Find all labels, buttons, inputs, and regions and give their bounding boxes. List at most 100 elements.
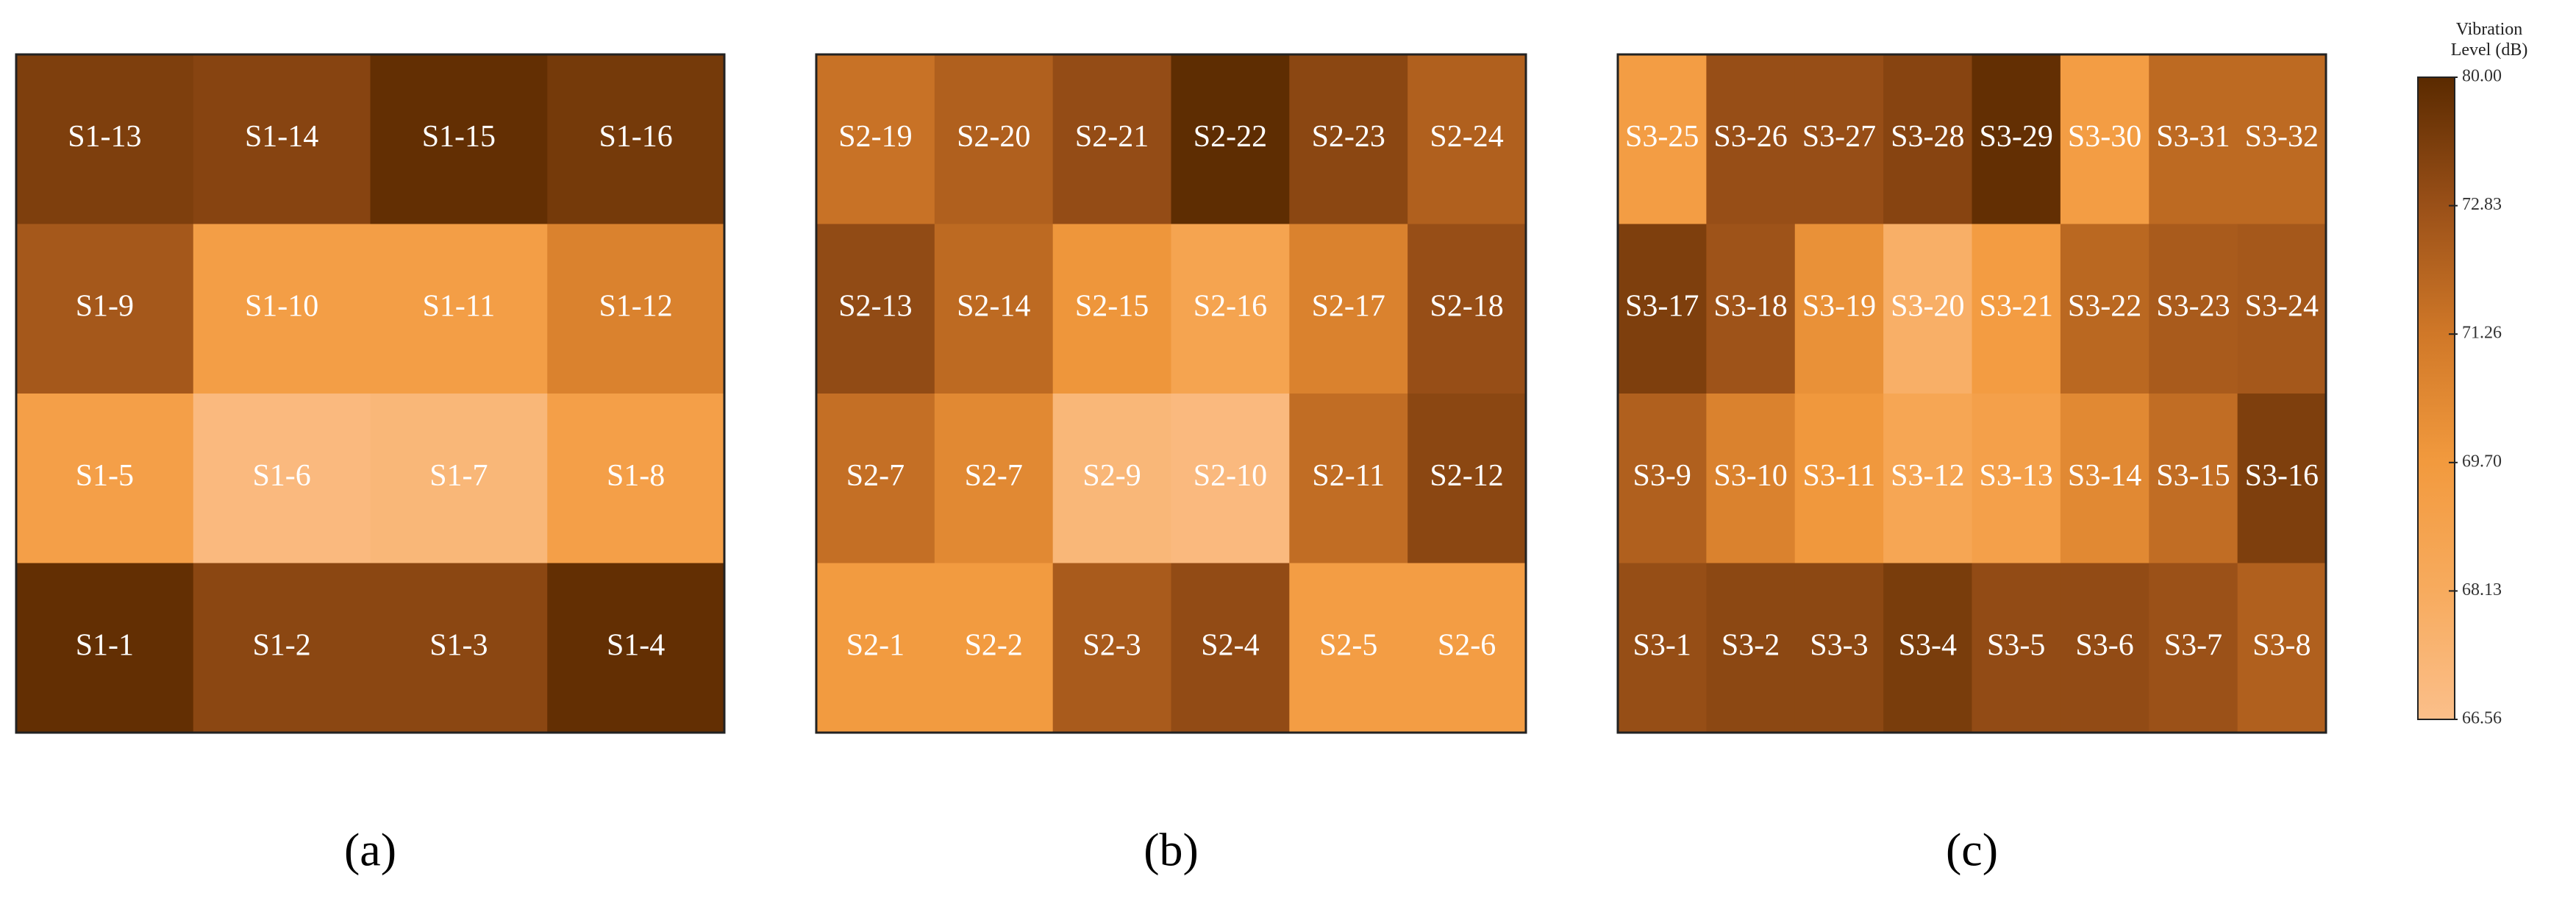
heatmap-cell <box>370 394 548 563</box>
cell-label: S3-24 <box>2245 289 2319 323</box>
cell-label: S3-1 <box>1633 628 1691 662</box>
heatmap-cell <box>1289 563 1408 733</box>
colorbar-tick-label: 66.56 <box>2462 709 2502 728</box>
cell-label: S3-3 <box>1810 628 1868 662</box>
cell-label: S1-11 <box>422 289 495 323</box>
heatmap-cell <box>1407 394 1527 563</box>
cell-label: S2-13 <box>838 289 912 323</box>
cell-label: S2-4 <box>1201 628 1259 662</box>
heatmap-cell <box>2237 394 2327 563</box>
heatmap-cell <box>934 394 1054 563</box>
heatmap-cell <box>1052 563 1171 733</box>
cell-label: S1-16 <box>599 120 672 154</box>
cell-label: S2-10 <box>1194 459 1267 493</box>
cell-label: S2-18 <box>1430 289 1503 323</box>
cell-label: S1-1 <box>76 628 134 662</box>
cell-label: S3-20 <box>1891 289 1964 323</box>
cell-label: S2-21 <box>1075 120 1149 154</box>
cell-label: S2-24 <box>1430 120 1503 154</box>
cell-label: S3-6 <box>2075 628 2133 662</box>
cell-label: S2-7 <box>846 459 905 493</box>
panel-frame <box>15 53 726 734</box>
cell-label: S1-13 <box>68 120 141 154</box>
cell-label: S3-29 <box>1980 120 2053 154</box>
cell-label: S3-7 <box>2164 628 2222 662</box>
heatmap-cell <box>1706 394 1796 563</box>
heatmap-cell <box>2060 394 2149 563</box>
heatmap-cell <box>1289 394 1408 563</box>
heatmap-cell <box>1706 563 1796 733</box>
heatmap-cell <box>934 54 1054 224</box>
heatmap-cell <box>1618 563 1707 733</box>
cell-label: S1-12 <box>599 289 672 323</box>
cell-label: S2-9 <box>1082 459 1141 493</box>
heatmap-cell <box>1972 224 2061 394</box>
cell-label: S2-12 <box>1430 459 1503 493</box>
heatmap-cell <box>547 224 725 394</box>
cell-label: S1-14 <box>245 120 318 154</box>
cell-label: S3-12 <box>1891 459 1964 493</box>
heatmap-cell <box>16 54 194 224</box>
cell-label: S3-28 <box>1891 120 1964 154</box>
panel-label: (c) <box>1946 824 1998 876</box>
heatmap-cell <box>370 54 548 224</box>
cell-label: S2-16 <box>1194 289 1267 323</box>
cell-label: S1-10 <box>245 289 318 323</box>
cell-label: S3-25 <box>1625 120 1699 154</box>
heatmap-cell <box>1052 224 1171 394</box>
cell-label: S2-3 <box>1082 628 1141 662</box>
cell-label: S3-18 <box>1713 289 1787 323</box>
cell-label: S1-15 <box>422 120 496 154</box>
heatmap-cell <box>1407 563 1527 733</box>
cell-label: S1-8 <box>607 459 665 493</box>
cell-label: S3-26 <box>1713 120 1787 154</box>
cell-label: S2-14 <box>957 289 1030 323</box>
cell-label: S2-7 <box>965 459 1023 493</box>
cell-label: S3-16 <box>2245 459 2319 493</box>
cell-label: S3-11 <box>1803 459 1876 493</box>
heatmap-cell <box>16 394 194 563</box>
heatmap-cell <box>1794 563 1884 733</box>
colorbar <box>2417 76 2455 720</box>
heatmap-cell <box>1972 563 2061 733</box>
cell-label: S2-2 <box>965 628 1023 662</box>
heatmap-cell <box>816 394 935 563</box>
heatmap-cell <box>1794 224 1884 394</box>
heatmap-cell <box>1407 54 1527 224</box>
heatmap-cell <box>193 224 371 394</box>
cell-label: S2-6 <box>1438 628 1496 662</box>
cell-label: S3-21 <box>1980 289 2053 323</box>
heatmap-cell <box>2060 563 2149 733</box>
cell-label: S1-9 <box>76 289 134 323</box>
heatmap-cell <box>1883 563 1972 733</box>
heatmap-cell <box>1289 54 1408 224</box>
cell-label: S3-10 <box>1713 459 1787 493</box>
panel-frame <box>815 53 1527 734</box>
cell-label: S1-4 <box>607 628 665 662</box>
heatmap-cell <box>1407 224 1527 394</box>
cell-label: S2-20 <box>957 120 1030 154</box>
heatmap-cell <box>193 563 371 733</box>
cell-label: S3-8 <box>2252 628 2311 662</box>
cell-label: S2-19 <box>838 120 912 154</box>
cell-label: S2-22 <box>1194 120 1267 154</box>
cell-label: S2-17 <box>1312 289 1385 323</box>
heatmap-cell <box>1171 394 1290 563</box>
colorbar-title: Vibration Level (dB) <box>2450 20 2528 60</box>
heatmap-cell <box>1794 394 1884 563</box>
cell-label: S1-7 <box>429 459 488 493</box>
heatmap-cell <box>1618 224 1707 394</box>
heatmap-cell <box>1618 394 1707 563</box>
heatmap-cell <box>934 224 1054 394</box>
colorbar-tick-label: 72.83 <box>2462 195 2502 214</box>
cell-label: S3-9 <box>1633 459 1691 493</box>
heatmap-cell <box>1171 224 1290 394</box>
heatmap-cell <box>1706 224 1796 394</box>
colorbar-tick-label: 69.70 <box>2462 452 2502 471</box>
heatmap-cell <box>1706 54 1796 224</box>
heatmap-cell <box>1052 394 1171 563</box>
cell-label: S3-13 <box>1980 459 2053 493</box>
heatmap-cell <box>934 563 1054 733</box>
cell-label: S2-11 <box>1312 459 1385 493</box>
